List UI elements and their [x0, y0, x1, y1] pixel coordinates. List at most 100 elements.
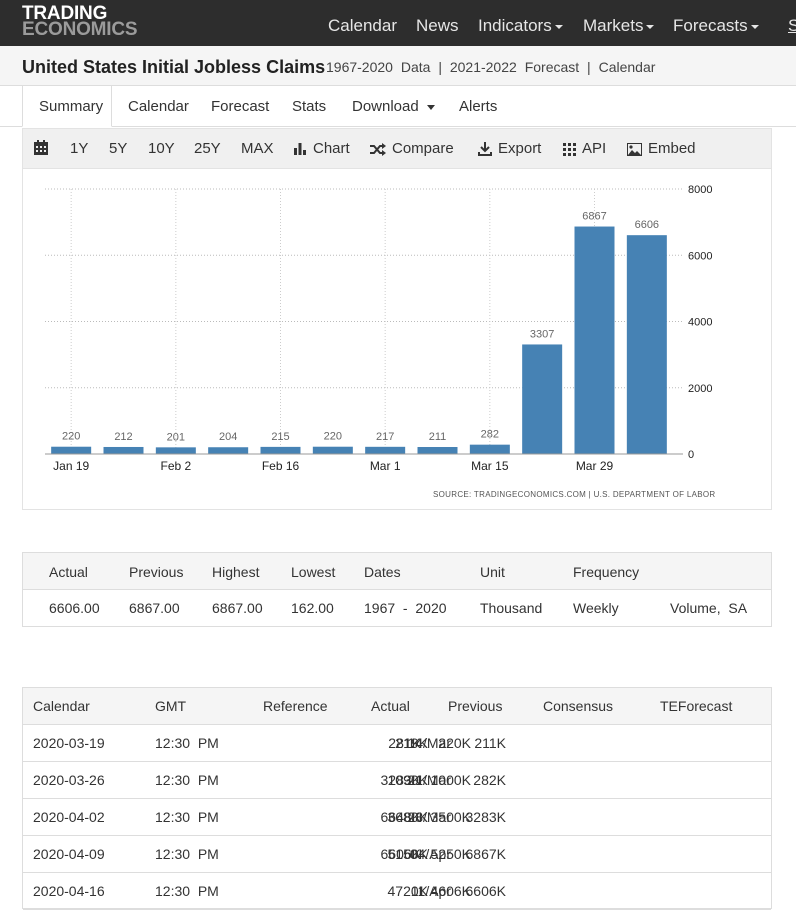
nav-indicators-label: Indicators — [478, 16, 552, 35]
calendar-cell-date: 2020-04-16 — [33, 883, 105, 899]
bar-chart: 0 2000 4000 6000 8000 220 212 201 204 215 220 217 21… — [45, 184, 712, 473]
calendar-icon[interactable] — [34, 140, 48, 159]
chart-source: SOURCE: TRADINGECONOMICS.COM | U.S. DEPA… — [433, 490, 716, 499]
calendar-header-actual: Actual — [371, 698, 410, 714]
compare-label: Compare — [392, 140, 454, 157]
nav-forecasts[interactable]: Forecasts — [673, 16, 759, 36]
bar-value-label: 215 — [271, 431, 289, 443]
x-tick-label: Mar 29 — [576, 459, 614, 473]
forecast-link[interactable]: Forecast — [524, 59, 580, 75]
export-label: Export — [498, 140, 542, 157]
table-row: 2020-03-19 12:30 PM 14/Mar 281K 211K 220K 219K — [23, 725, 771, 762]
calendar-cell-time: 12:30 PM — [155, 809, 219, 825]
y-tick-label: 8000 — [688, 184, 712, 196]
range-5y-button[interactable]: 5Y — [109, 140, 128, 157]
bar — [155, 447, 196, 454]
tab-stats[interactable]: Stats — [292, 98, 327, 115]
summary-header — [23, 553, 771, 590]
separator: | — [587, 59, 591, 75]
chevron-down-icon — [646, 24, 655, 29]
x-tick-label: Feb 2 — [160, 459, 191, 473]
calendar-header-reference: Reference — [263, 698, 328, 714]
calendar-cell-teforecast: 3680K — [387, 809, 428, 825]
y-tick-label: 6000 — [688, 250, 712, 262]
bar — [312, 446, 353, 454]
nav-calendar[interactable]: Calendar — [328, 16, 397, 36]
calendar-cell-previous: 211K — [474, 735, 506, 751]
nav-calendar-label: Calendar — [328, 16, 397, 35]
range-10y-button[interactable]: 10Y — [148, 140, 175, 157]
bar-value-label: 3307 — [530, 328, 554, 340]
nav-overflow[interactable]: S — [788, 16, 796, 35]
y-tick-label: 0 — [688, 449, 694, 461]
bar — [365, 446, 406, 454]
image-icon — [627, 142, 642, 156]
brand-logo[interactable]: TRADING ECONOMICS — [22, 4, 138, 39]
api-button[interactable]: API — [563, 140, 606, 157]
bar — [103, 446, 144, 454]
nav-indicators[interactable]: Indicators — [478, 16, 563, 36]
calendar-cell-actual: 281K — [388, 735, 421, 751]
summary-header-previous: Previous — [129, 564, 184, 580]
summary-lowest: 162.00 — [291, 600, 334, 616]
calendar-cell-consensus: 220K — [438, 735, 471, 751]
summary-highest: 6867.00 — [212, 600, 263, 616]
summary-header-unit: Unit — [480, 564, 505, 580]
api-label: API — [582, 140, 607, 157]
tab-download-label: Download — [352, 98, 419, 115]
grid-icon — [563, 142, 576, 156]
nav-markets-label: Markets — [583, 16, 644, 35]
calendar-header-calendar: Calendar — [33, 698, 90, 714]
download-icon — [478, 142, 492, 157]
embed-button[interactable]: Embed — [627, 140, 696, 157]
range-25y-button[interactable]: 25Y — [194, 140, 221, 157]
calendar-cell-previous: 3283K — [465, 809, 506, 825]
summary-header-dates: Dates — [364, 564, 401, 580]
table-row: 2020-04-09 12:30 PM 04/Apr 6606K 6867K 5250K 5… — [23, 836, 771, 873]
shuffle-icon — [370, 142, 386, 156]
calendar-cell-time: 12:30 PM — [155, 846, 219, 862]
table-row: 2020-04-16 12:30 PM 11/Apr 6606K 4606K 4720K — [23, 873, 771, 910]
calendar-cell-time: 12:30 PM — [155, 735, 219, 751]
chart-label: Chart — [313, 140, 350, 157]
data-link[interactable]: Data — [400, 59, 431, 75]
range-1y-button[interactable]: 1Y — [70, 140, 89, 157]
bar — [260, 446, 301, 454]
calendar-link[interactable]: Calendar — [598, 59, 656, 75]
calendar-cell-consensus: 4606K — [430, 883, 471, 899]
calendar-cell-previous: 6867K — [465, 846, 506, 862]
calendar-header-gmt: GMT — [155, 698, 187, 714]
bar — [417, 447, 458, 454]
summary-previous: 6867.00 — [129, 600, 180, 616]
export-button[interactable]: Export — [478, 140, 541, 157]
bar-value-label: 204 — [219, 431, 237, 443]
calendar-cell-actual: 6606K — [380, 846, 421, 862]
compare-button[interactable]: Compare — [370, 140, 454, 157]
top-navbar: TRADING ECONOMICS Calendar News Indicato… — [0, 0, 796, 46]
range-max-button[interactable]: MAX — [241, 140, 274, 157]
summary-header-frequency: Frequency — [573, 564, 640, 580]
nav-news[interactable]: News — [416, 16, 459, 36]
calendar-cell-reference: 21/Mar — [407, 772, 451, 788]
calendar-cell-previous: 282K — [473, 772, 506, 788]
title-links: 1967-2020 Data | 2021-2022 Forecast | Ca… — [326, 59, 659, 75]
tab-summary[interactable]: Summary — [39, 98, 104, 115]
bar-value-label: 217 — [376, 431, 394, 443]
calendar-header — [23, 688, 771, 725]
y-tick-label: 2000 — [688, 383, 712, 395]
calendar-cell-previous: 6606K — [465, 883, 506, 899]
tab-download[interactable]: Download — [352, 98, 435, 115]
bar — [208, 447, 249, 454]
tab-calendar[interactable]: Calendar — [128, 98, 189, 115]
nav-news-label: News — [416, 16, 459, 35]
x-tick-label: Mar 1 — [370, 459, 401, 473]
bar-value-label: 282 — [481, 429, 499, 441]
nav-markets[interactable]: Markets — [583, 16, 655, 36]
nav-forecasts-label: Forecasts — [673, 16, 748, 35]
tab-forecast[interactable]: Forecast — [211, 98, 270, 115]
calendar-header-consensus: Consensus — [543, 698, 614, 714]
bar — [51, 446, 92, 454]
bar-value-label: 220 — [62, 431, 80, 443]
chart-type-button[interactable]: Chart — [293, 140, 350, 157]
tab-alerts[interactable]: Alerts — [459, 98, 498, 115]
